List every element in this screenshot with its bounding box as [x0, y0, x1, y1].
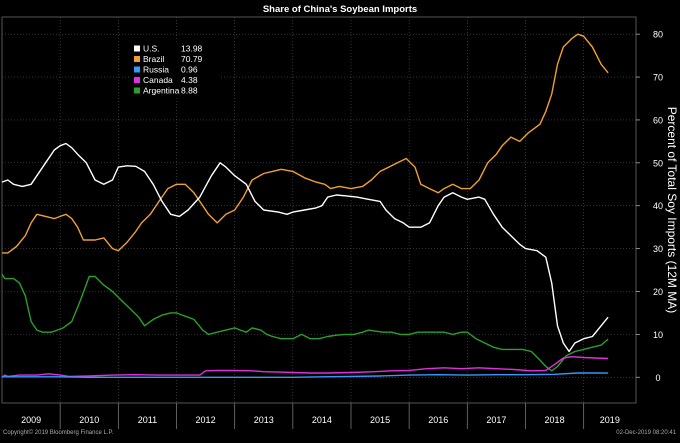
x-tick-label: 2010	[79, 415, 99, 425]
legend-value: 4.38	[181, 75, 198, 85]
y-tick-label: 50	[653, 158, 663, 168]
legend-label: Brazil	[143, 54, 164, 64]
legend-box	[130, 41, 220, 99]
legend-swatch	[134, 45, 140, 52]
legend-label: U.S.	[143, 44, 160, 54]
copyright-text: Copyright© 2019 Bloomberg Finance L.P.	[3, 429, 114, 436]
x-tick-label: 2018	[545, 415, 565, 425]
y-tick-label: 0	[655, 373, 660, 383]
y-tick-label: 70	[653, 73, 663, 83]
x-tick-label: 2017	[486, 415, 506, 425]
chart-title: Share of China's Soybean Imports	[263, 4, 417, 15]
legend: U.S. 13.98 Brazil 70.79 Russia 0.96 Canada 4.38…	[130, 41, 220, 99]
legend-swatch	[134, 66, 140, 73]
x-tick-label: 2015	[370, 415, 390, 425]
series-line-russia	[2, 372, 609, 378]
y-tick-label: 30	[653, 244, 663, 254]
legend-swatch	[134, 77, 140, 83]
series-layer	[1, 33, 609, 378]
legend-swatch	[134, 56, 140, 62]
x-tick-label: 2009	[21, 415, 41, 425]
y-tick-label: 10	[653, 330, 663, 340]
series-line-argentina	[1, 273, 609, 372]
series-line-us	[1, 142, 609, 353]
x-tick-label: 2019	[600, 415, 620, 425]
x-tick-label: 2011	[138, 415, 157, 425]
timestamp-text: 02-Dec-2019 08:20:41	[616, 430, 676, 436]
series-line-brazil	[2, 33, 609, 254]
axis-layer: 0 10 20 30 40 50 60 70 80 2009 2010 2011 2012 2013 201…	[21, 30, 663, 429]
legend-value: 70.79	[181, 54, 203, 64]
y-tick-label: 40	[653, 201, 663, 211]
legend-label: Canada	[143, 75, 173, 85]
x-tick-label: 2014	[312, 415, 332, 425]
series-line-canada	[1, 356, 609, 378]
y-axis-label: Percent of Total Soy Imports (12M MA)	[665, 107, 679, 314]
y-tick-label: 60	[653, 115, 663, 125]
legend-label: Russia	[143, 65, 169, 75]
legend-value: 0.96	[181, 65, 198, 75]
legend-swatch	[134, 87, 140, 94]
x-tick-label: 2013	[254, 415, 274, 425]
plot-frame	[1, 16, 637, 404]
y-tick-label: 80	[653, 30, 663, 40]
legend-label: Argentina	[143, 86, 180, 96]
x-tick-label: 2012	[196, 415, 216, 425]
x-tick-label: 2016	[428, 415, 448, 425]
legend-value: 13.98	[181, 44, 203, 54]
legend-value: 8.88	[181, 86, 198, 96]
y-tick-label: 20	[653, 287, 663, 297]
